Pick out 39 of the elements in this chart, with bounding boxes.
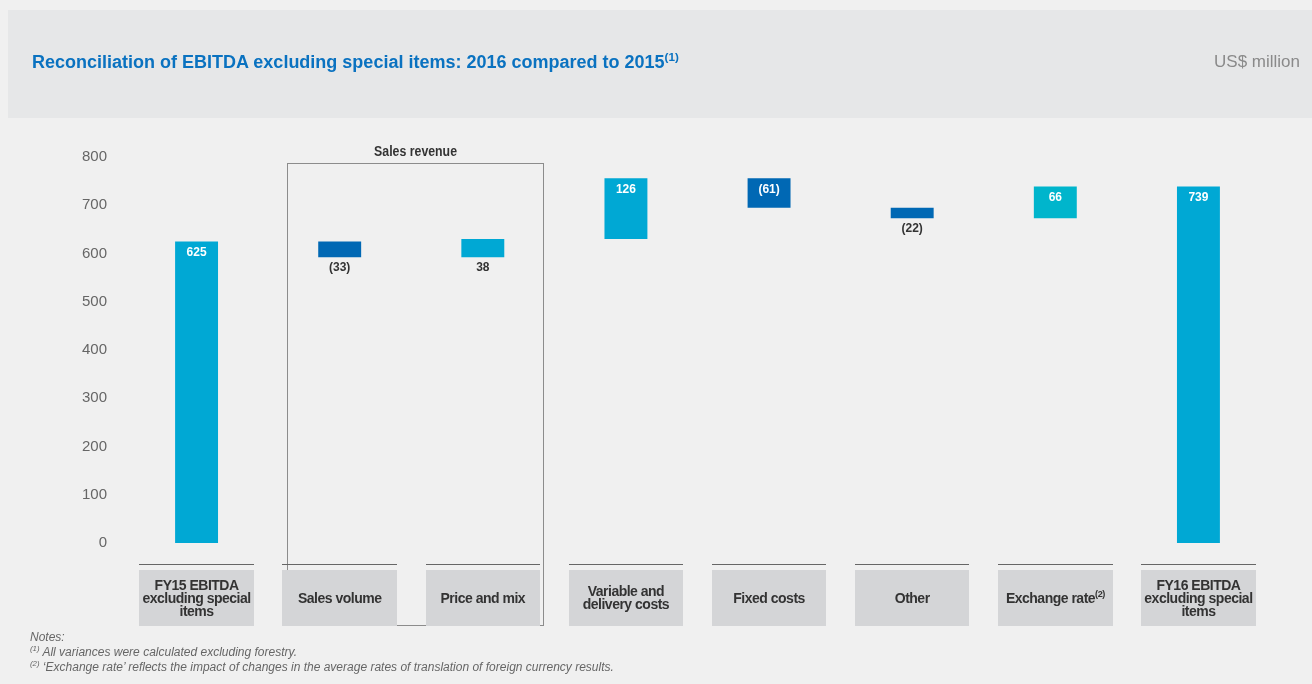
data-label: 739 <box>1188 189 1209 204</box>
data-label: (33) <box>329 259 351 274</box>
bar <box>461 239 505 258</box>
annotation: Sales revenue <box>372 143 458 159</box>
y-tick-label: 100 <box>81 484 107 502</box>
bar <box>318 241 362 258</box>
y-tick-label: 0 <box>98 533 107 551</box>
y-tick-label: 700 <box>81 195 107 213</box>
y-tick-label: 300 <box>81 388 107 406</box>
bar <box>604 178 648 240</box>
y-axis-title: US$ million <box>1214 52 1300 72</box>
text: $^{(2)}$ ‘Exchange rate’ reflects the impact of changes in the average rates of translation of foreign currency results. <box>30 659 614 675</box>
bar <box>890 207 934 219</box>
x-tick-label: Variable and delivery costs <box>581 583 671 612</box>
x-tick-label: FY16 EBITDA excluding special items <box>1143 576 1254 619</box>
text: $^{(1)}$ All variances were calculated excluding forestry. <box>30 644 298 660</box>
bar <box>1176 186 1220 543</box>
x-tick-label: FY15 EBITDA excluding special items <box>141 576 252 619</box>
bar <box>747 178 791 208</box>
y-tick-label: 600 <box>81 243 107 261</box>
x-tick-label: Sales volume <box>297 589 382 606</box>
bar <box>175 241 219 543</box>
x-tick-label: Other <box>894 589 930 606</box>
y-tick-label: 800 <box>81 147 107 165</box>
data-label: (22) <box>901 220 923 235</box>
bar <box>1033 186 1077 219</box>
data-label: 66 <box>1048 189 1063 204</box>
data-label: (61) <box>758 181 780 196</box>
chart-title: Reconciliation of EBITDA excluding special items: 2016 compared to 2015$^{(1)}$ <box>32 50 679 73</box>
data-label: 625 <box>186 244 207 259</box>
text: Notes: <box>30 630 66 645</box>
data-label: 38 <box>476 259 490 274</box>
x-tick-label: Price and mix <box>440 589 526 606</box>
y-tick-label: 200 <box>81 436 107 454</box>
x-tick-label: Exchange rate$^{(2)}$ <box>1005 588 1105 606</box>
y-tick-label: 400 <box>81 340 107 358</box>
x-tick-label: Fixed costs <box>733 589 805 606</box>
data-label: 126 <box>615 181 637 196</box>
y-tick-label: 500 <box>81 291 107 309</box>
